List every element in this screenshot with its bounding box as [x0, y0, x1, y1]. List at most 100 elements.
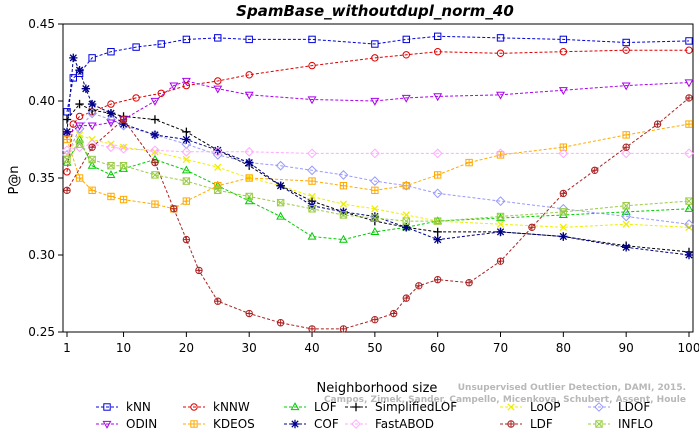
data-point-ldf	[276, 319, 285, 327]
data-point-odin	[433, 93, 443, 102]
data-point-ldf	[591, 166, 599, 175]
data-point-knn	[308, 35, 316, 44]
data-point-odin	[684, 79, 694, 88]
data-point-odin	[621, 82, 631, 91]
y-tick-label: 0.45	[28, 17, 55, 31]
data-point-cof	[621, 243, 631, 252]
series-line-cof	[66, 56, 690, 256]
data-point-inflo	[151, 171, 159, 179]
x-tick-label: 60	[430, 341, 445, 355]
data-point-knn	[182, 35, 191, 44]
data-point-kdeos	[622, 131, 630, 139]
legend-entry-kdeos: KDEOS	[183, 417, 255, 431]
data-point-simplifiedlof	[433, 227, 442, 237]
y-tick-label: 0.40	[28, 94, 55, 108]
x-tick-label: 80	[556, 341, 571, 355]
data-point-knn	[107, 48, 115, 56]
data-point-odin	[150, 97, 160, 106]
data-point-knnw	[433, 48, 442, 56]
legend-swatch-marker	[290, 402, 300, 411]
legend-label-lof: LOF	[314, 400, 337, 414]
data-point-ldof	[432, 188, 443, 199]
data-point-kdeos	[339, 182, 348, 190]
legend-label-ldof: LDOF	[618, 400, 650, 414]
data-point-cof	[433, 235, 442, 244]
data-point-loop	[151, 148, 159, 156]
data-point-cof	[496, 227, 505, 237]
data-point-lof	[75, 134, 85, 143]
series-knn	[63, 32, 693, 116]
y-tick-label: 0.35	[28, 171, 55, 185]
data-point-inflo	[214, 186, 222, 195]
data-point-fastabod	[495, 148, 506, 159]
data-point-inflo	[339, 211, 348, 219]
series-cof	[62, 53, 694, 260]
data-point-ldf	[622, 143, 630, 151]
series-line-simplifiedlof	[66, 103, 690, 253]
data-point-ldof	[275, 160, 286, 171]
data-point-cof	[150, 130, 160, 140]
data-point-lof	[370, 227, 380, 235]
data-point-fastabod	[212, 146, 223, 157]
data-point-lof	[106, 170, 116, 179]
data-point-ldof	[558, 203, 569, 214]
data-point-ldf	[402, 294, 410, 302]
data-point-odin	[370, 97, 380, 106]
data-point-ldf	[88, 143, 96, 151]
x-tick-label: 90	[619, 341, 634, 355]
data-point-kdeos	[308, 177, 316, 185]
x-tick-label: 10	[116, 341, 131, 355]
data-point-ldof	[369, 176, 380, 186]
data-point-loop	[107, 140, 115, 148]
data-point-inflo	[433, 217, 442, 225]
data-point-fastabod	[244, 146, 255, 157]
legend-entry-odin: ODIN	[96, 417, 157, 431]
series-layer	[62, 32, 694, 333]
legend-label-knnw: kNNW	[213, 400, 250, 414]
legend-swatch-marker	[102, 420, 112, 429]
data-point-cof	[75, 66, 84, 75]
data-point-knn	[685, 37, 693, 45]
data-point-ldof	[338, 170, 349, 180]
legend-swatch-marker	[190, 420, 198, 428]
data-point-inflo	[107, 161, 115, 170]
data-point-odin	[401, 94, 411, 103]
series-line-ldof	[66, 112, 690, 225]
data-point-knnw	[308, 61, 316, 70]
data-point-cof	[276, 181, 285, 190]
data-point-simplifiedlof	[62, 115, 72, 124]
data-point-lof	[496, 213, 505, 222]
data-point-ldf	[390, 309, 398, 318]
data-point-odin	[558, 87, 568, 96]
legend-swatch-marker	[507, 403, 515, 411]
data-point-odin	[213, 85, 223, 94]
data-point-fastabod	[118, 143, 129, 154]
legend-swatch-marker	[351, 419, 361, 429]
data-point-cof	[182, 135, 191, 144]
data-point-simplifiedlof	[182, 127, 191, 136]
legend-entry-simplifiedlof: SimplifiedLOF	[345, 400, 457, 414]
data-point-ldf	[339, 325, 348, 333]
data-point-knnw	[496, 49, 505, 57]
legend-entry-ldof: LDOF	[588, 400, 650, 414]
data-point-fastabod	[62, 145, 72, 156]
axis-layer: 1 10 20 30 40 50 60 70 80 90 100 0.25 0.30 0.35 0.40 0.…	[28, 17, 699, 355]
data-point-knnw	[622, 46, 630, 54]
data-point-ldf	[63, 186, 71, 195]
data-point-odin	[496, 91, 505, 100]
legend: kNN kNNW LOF SimplifiedLOF LoOP LDOF ODIN KDEOS…	[96, 400, 653, 431]
data-point-knn	[132, 43, 140, 51]
data-point-knn	[496, 34, 505, 42]
data-point-fastabod	[106, 142, 116, 153]
data-point-ldf	[465, 279, 473, 287]
series-line-fastabod	[66, 143, 689, 154]
data-point-ldof	[684, 219, 694, 230]
y-axis-label: P@n	[7, 165, 22, 194]
data-point-cof	[559, 232, 568, 241]
data-point-cof	[62, 127, 72, 136]
data-point-fastabod	[150, 145, 160, 156]
data-point-ldf	[528, 223, 536, 231]
legend-label-odin: ODIN	[126, 417, 157, 431]
x-tick-label: 20	[179, 341, 194, 355]
legend-entry-cof: COF	[284, 417, 339, 431]
